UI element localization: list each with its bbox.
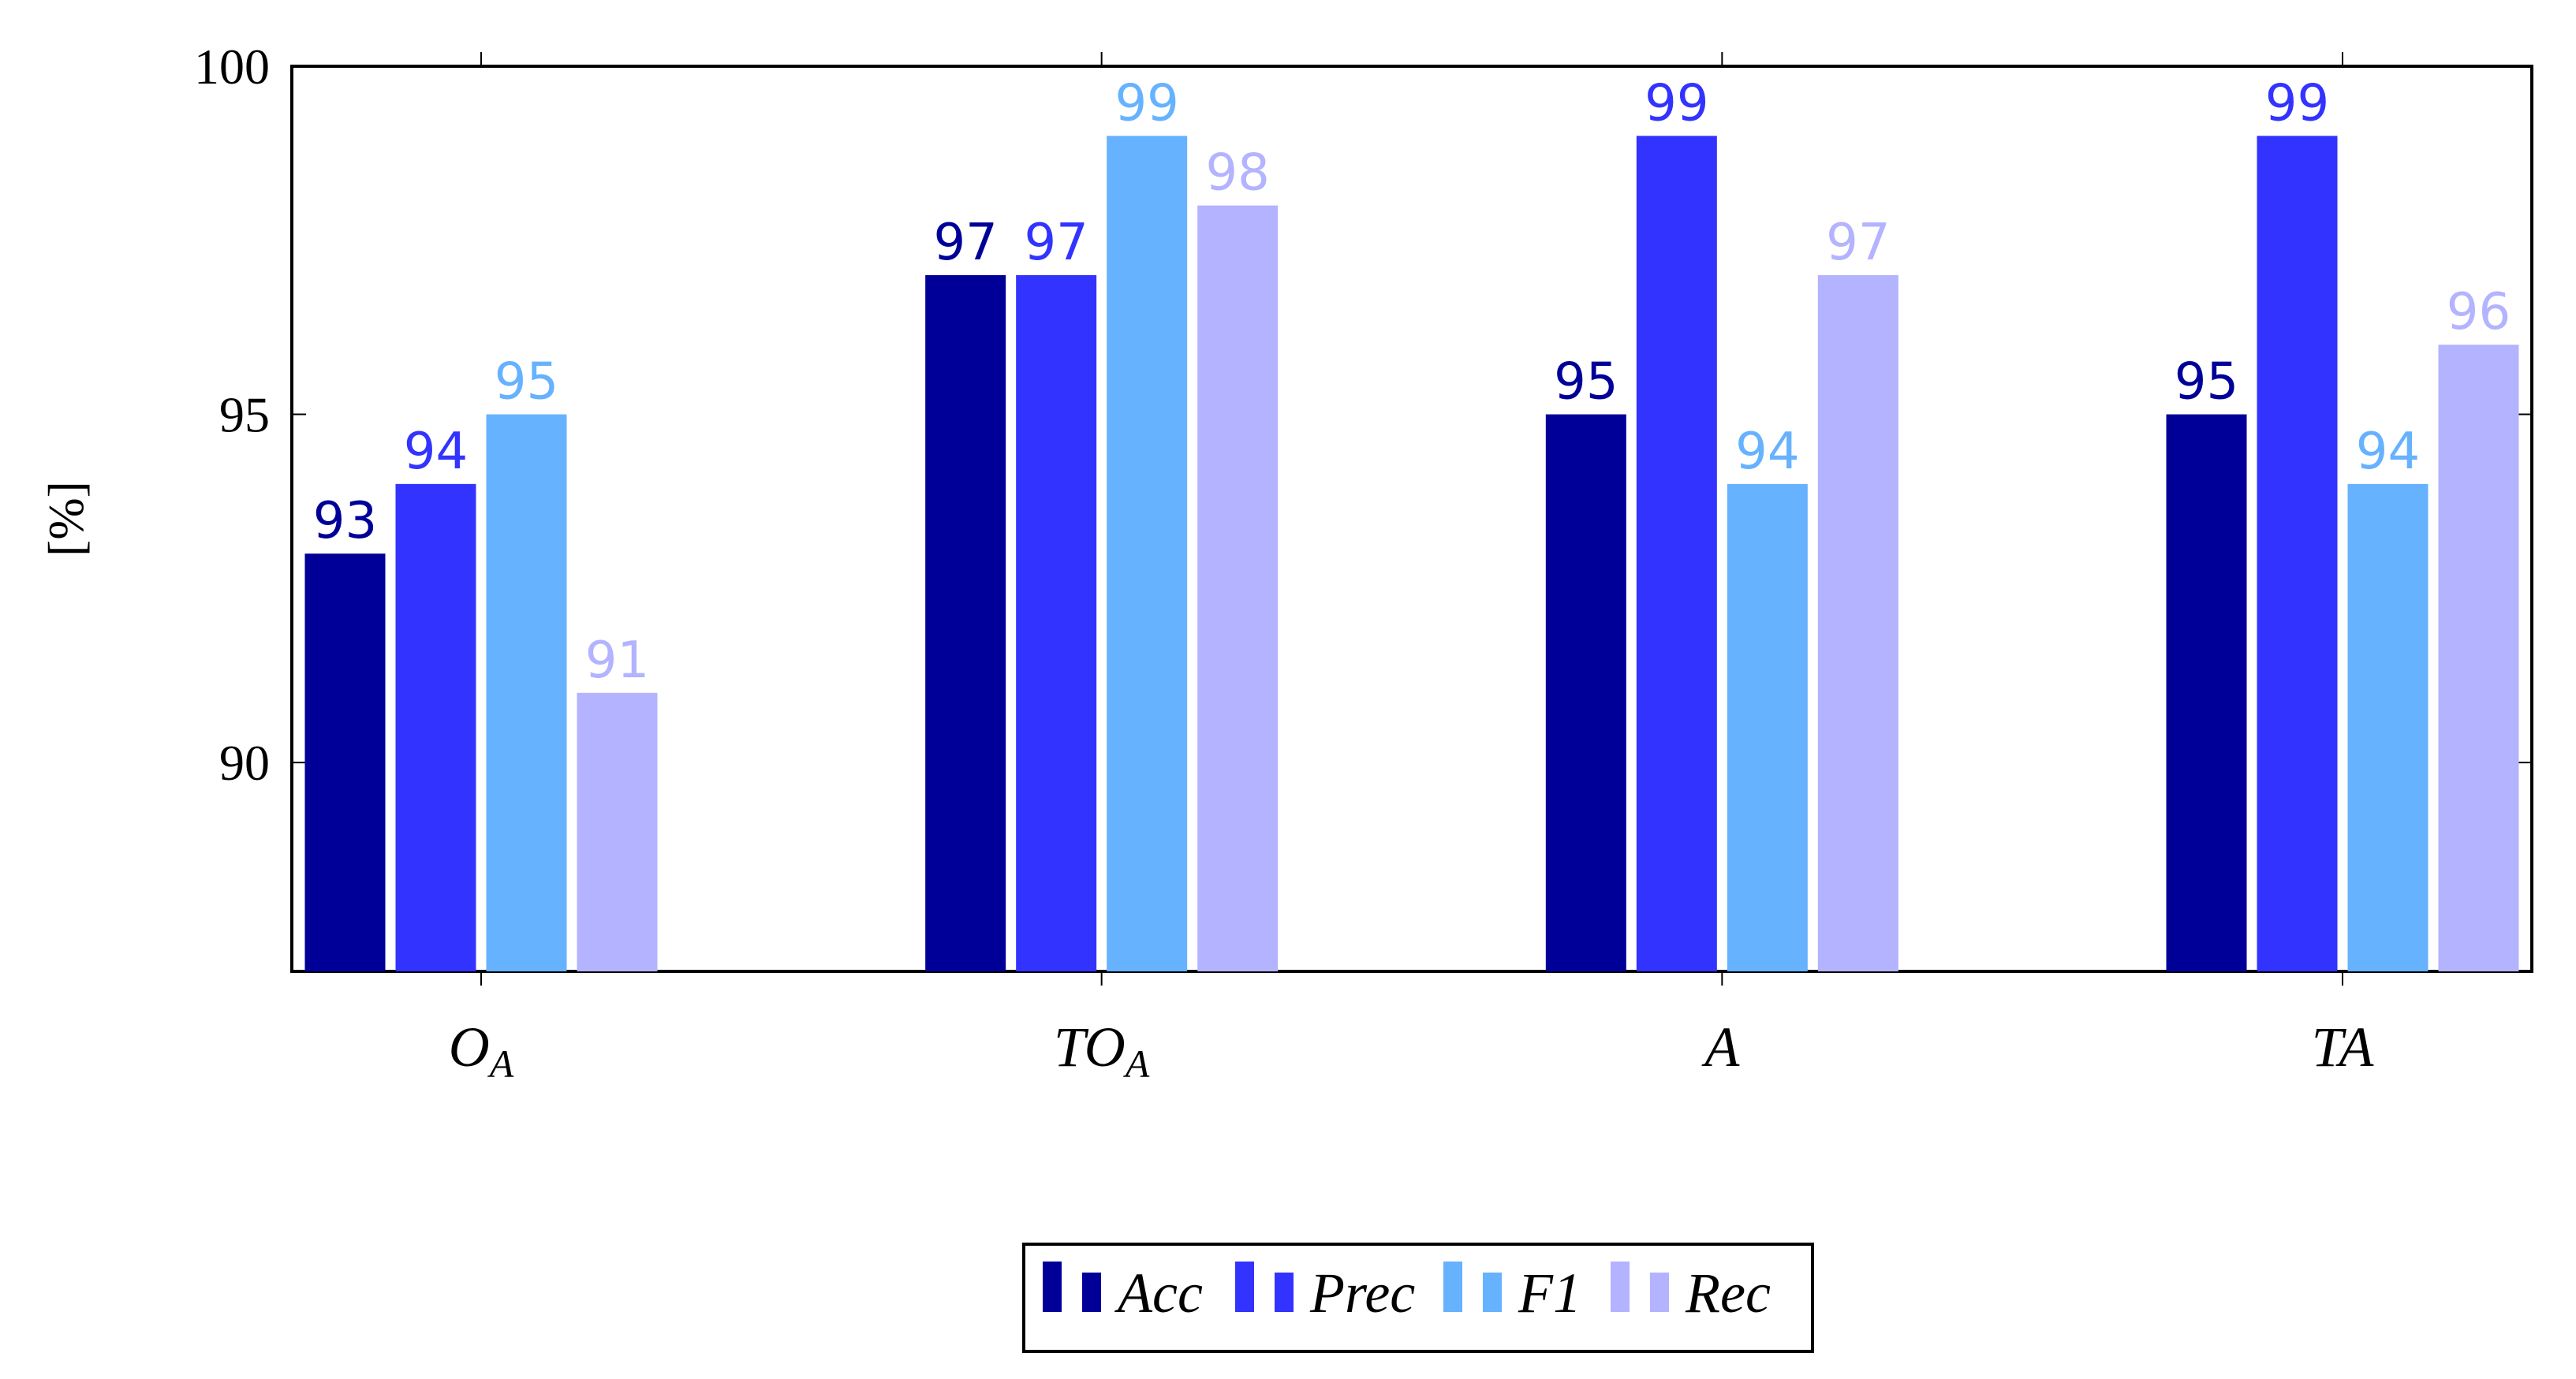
bar-acc-3: [2166, 414, 2247, 971]
bar-prec-1: [1016, 274, 1097, 971]
legend-swatch-small-rec: [1650, 1273, 1669, 1312]
legend-swatch-small-f1: [1483, 1273, 1502, 1312]
bar-prec-3: [2257, 136, 2338, 971]
bar-acc-1: [925, 274, 1006, 971]
legend-swatch-prec: [1235, 1262, 1254, 1312]
data-labels: 93 97 95 95 94 97 99 99 95 99 94 94 91 98 97 96: [313, 74, 2511, 689]
legend-label-f1: F1: [1518, 1262, 1581, 1325]
bar-f1-2: [1727, 483, 1808, 971]
data-label-rec-0: 91: [585, 632, 649, 690]
legend-label-rec: Rec: [1685, 1262, 1771, 1325]
y-axis-ticks: 90 95 100: [194, 39, 2532, 791]
legend-label-acc: Acc: [1114, 1262, 1203, 1325]
category-labels: OA TOA A TA: [449, 1016, 2375, 1086]
y-tick-label: 95: [219, 387, 270, 443]
y-tick-label: 100: [194, 39, 270, 95]
legend-swatch-small-acc: [1082, 1273, 1101, 1312]
bar-rec-0: [577, 692, 658, 971]
plot-frame: [290, 65, 2533, 973]
bar-rec-2: [1817, 274, 1898, 971]
bar-f1-1: [1107, 136, 1188, 971]
category-label-subscript: A: [487, 1042, 514, 1086]
data-label-acc-0: 93: [313, 492, 377, 550]
data-label-acc-1: 97: [933, 214, 997, 272]
data-label-rec-3: 96: [2447, 283, 2511, 341]
category-label-base: A: [1701, 1016, 1740, 1079]
legend-swatch-rec: [1611, 1262, 1630, 1312]
x-axis-ticks: [480, 52, 2343, 986]
bar-prec-0: [395, 483, 476, 971]
bar-f1-3: [2347, 483, 2429, 971]
bar-rec-3: [2438, 345, 2519, 971]
data-label-prec-1: 97: [1024, 214, 1088, 272]
category-label-1: TOA: [1054, 1016, 1150, 1086]
category-label-base: TA: [2312, 1016, 2375, 1079]
legend-swatch-acc: [1043, 1262, 1062, 1312]
category-label-subscript: A: [1123, 1042, 1150, 1086]
category-label-base: O: [449, 1016, 490, 1079]
data-label-f1-1: 99: [1114, 74, 1178, 132]
category-label-3: TA: [2312, 1016, 2375, 1079]
data-label-prec-3: 99: [2265, 74, 2329, 132]
bar-acc-2: [1545, 414, 1626, 971]
legend-swatch-f1: [1443, 1262, 1462, 1312]
data-label-f1-0: 95: [495, 353, 558, 412]
y-axis-label: [%]: [38, 481, 94, 557]
bar-f1-0: [486, 414, 567, 971]
bar-acc-0: [304, 553, 386, 971]
category-label-2: A: [1701, 1016, 1740, 1079]
data-label-rec-1: 98: [1205, 144, 1269, 203]
category-label-base: TO: [1054, 1016, 1126, 1079]
legend-frame: [1022, 1243, 1814, 1353]
data-label-acc-2: 95: [1554, 353, 1618, 412]
data-label-prec-0: 94: [404, 423, 468, 481]
legend-swatch-small-prec: [1275, 1273, 1294, 1312]
bar-prec-2: [1636, 136, 1717, 971]
bar-rec-1: [1197, 205, 1279, 972]
legend: Acc Prec F1 Rec: [1022, 1243, 1814, 1353]
data-label-prec-2: 99: [1645, 74, 1708, 132]
legend-label-prec: Prec: [1309, 1262, 1415, 1325]
category-label-0: OA: [449, 1016, 514, 1086]
data-label-f1-2: 94: [1735, 423, 1799, 481]
data-label-rec-2: 97: [1826, 214, 1890, 272]
data-label-acc-3: 95: [2175, 353, 2238, 412]
y-tick-label: 90: [219, 735, 270, 791]
bars: [304, 136, 2519, 972]
data-label-f1-3: 94: [2356, 423, 2420, 481]
